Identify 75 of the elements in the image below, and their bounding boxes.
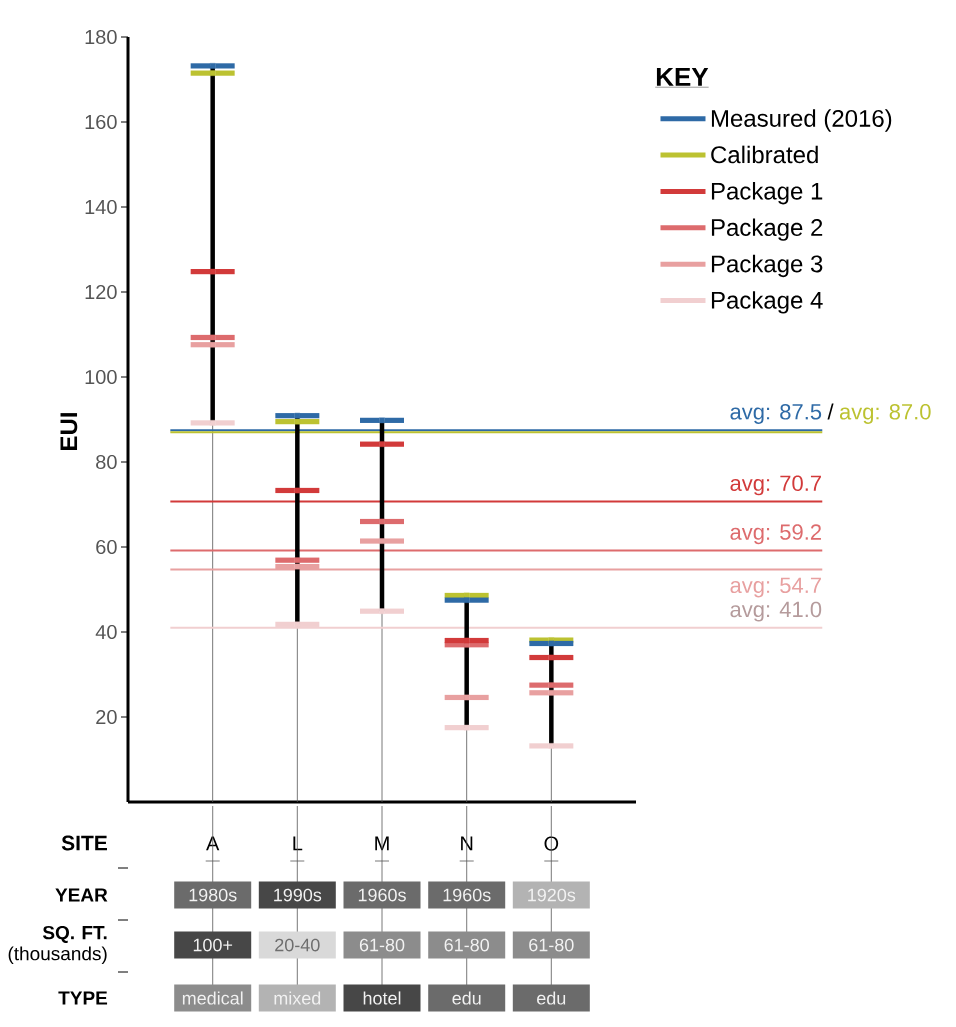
point — [548, 743, 555, 749]
ref-line-label: avg: 87.0 — [839, 404, 931, 424]
point — [294, 563, 301, 570]
point — [209, 334, 216, 341]
text: edu — [452, 991, 481, 1005]
text: 100+ — [193, 938, 233, 952]
y-tick-label: 80 — [96, 454, 117, 470]
point — [209, 341, 216, 348]
point — [294, 621, 301, 628]
text: 1980s — [189, 888, 237, 902]
point — [379, 518, 385, 525]
legend-label: Package 2 — [711, 218, 823, 241]
point — [209, 63, 216, 69]
y-tick-label: 100 — [85, 369, 117, 385]
text: edu — [537, 991, 566, 1005]
x-tick-label: M — [375, 836, 389, 851]
legend-label: Package 1 — [711, 182, 823, 205]
text: 1960s — [443, 888, 491, 902]
legend-title: KEY — [656, 67, 709, 86]
point — [379, 441, 385, 447]
point — [209, 70, 216, 76]
y-tick-label: 60 — [96, 539, 117, 555]
y-tick-label: 120 — [85, 284, 117, 300]
text: 20-40 — [275, 938, 320, 952]
ref-line-label: avg: 41.0 — [730, 601, 822, 622]
x-tick-label: N — [461, 836, 473, 851]
category-label: YEAR — [55, 888, 108, 902]
text: hotel — [363, 991, 401, 1005]
legend-label: Package 4 — [711, 291, 823, 314]
text: 1990s — [274, 888, 322, 902]
text: 1960s — [358, 888, 406, 902]
point — [548, 640, 555, 647]
point — [379, 608, 385, 614]
x-tick-label: A — [206, 836, 220, 851]
text: 1920s — [528, 888, 576, 902]
text: 61-80 — [359, 938, 405, 952]
category-label: SQ. FT. (thousands) — [8, 925, 107, 965]
point — [294, 412, 301, 419]
category-label: TYPE — [58, 991, 108, 1005]
point — [294, 487, 301, 494]
point — [379, 417, 385, 424]
text: medical — [182, 991, 243, 1005]
y-tick-label: 20 — [96, 709, 117, 725]
point — [548, 654, 555, 661]
ref-line-label: avg: 59.2 — [730, 524, 821, 545]
point — [463, 724, 470, 731]
ref-line-label: avg: 54.7 — [730, 577, 821, 598]
text: 61-80 — [529, 938, 574, 952]
x-tick-label: O — [544, 836, 559, 851]
y-tick-label: 180 — [85, 29, 117, 45]
y-axis-title: EUI — [60, 413, 78, 450]
legend-label: Package 3 — [711, 254, 823, 278]
x-tick-label: L — [293, 836, 303, 851]
point — [209, 268, 216, 275]
y-tick-label: 40 — [95, 624, 117, 640]
ref-line-label: avg: 87.5 — [730, 404, 822, 424]
y-tick-label: 140 — [85, 199, 117, 215]
point — [209, 420, 216, 426]
point — [294, 557, 301, 563]
point — [463, 592, 470, 599]
point — [463, 597, 470, 603]
point — [294, 418, 301, 425]
legend-label: Calibrated — [711, 145, 818, 164]
text: mixed — [274, 991, 321, 1005]
ref-line-label: avg: 70.7 — [730, 475, 821, 496]
point — [463, 637, 470, 644]
y-tick-label: 160 — [85, 114, 117, 130]
legend-label: Measured (2016) — [711, 109, 892, 132]
point — [548, 682, 555, 688]
x-axis-title: SITE — [61, 835, 107, 851]
text: / — [827, 403, 834, 420]
text: 61-80 — [444, 938, 490, 952]
point — [548, 689, 555, 696]
point — [463, 694, 470, 701]
point — [379, 538, 385, 544]
